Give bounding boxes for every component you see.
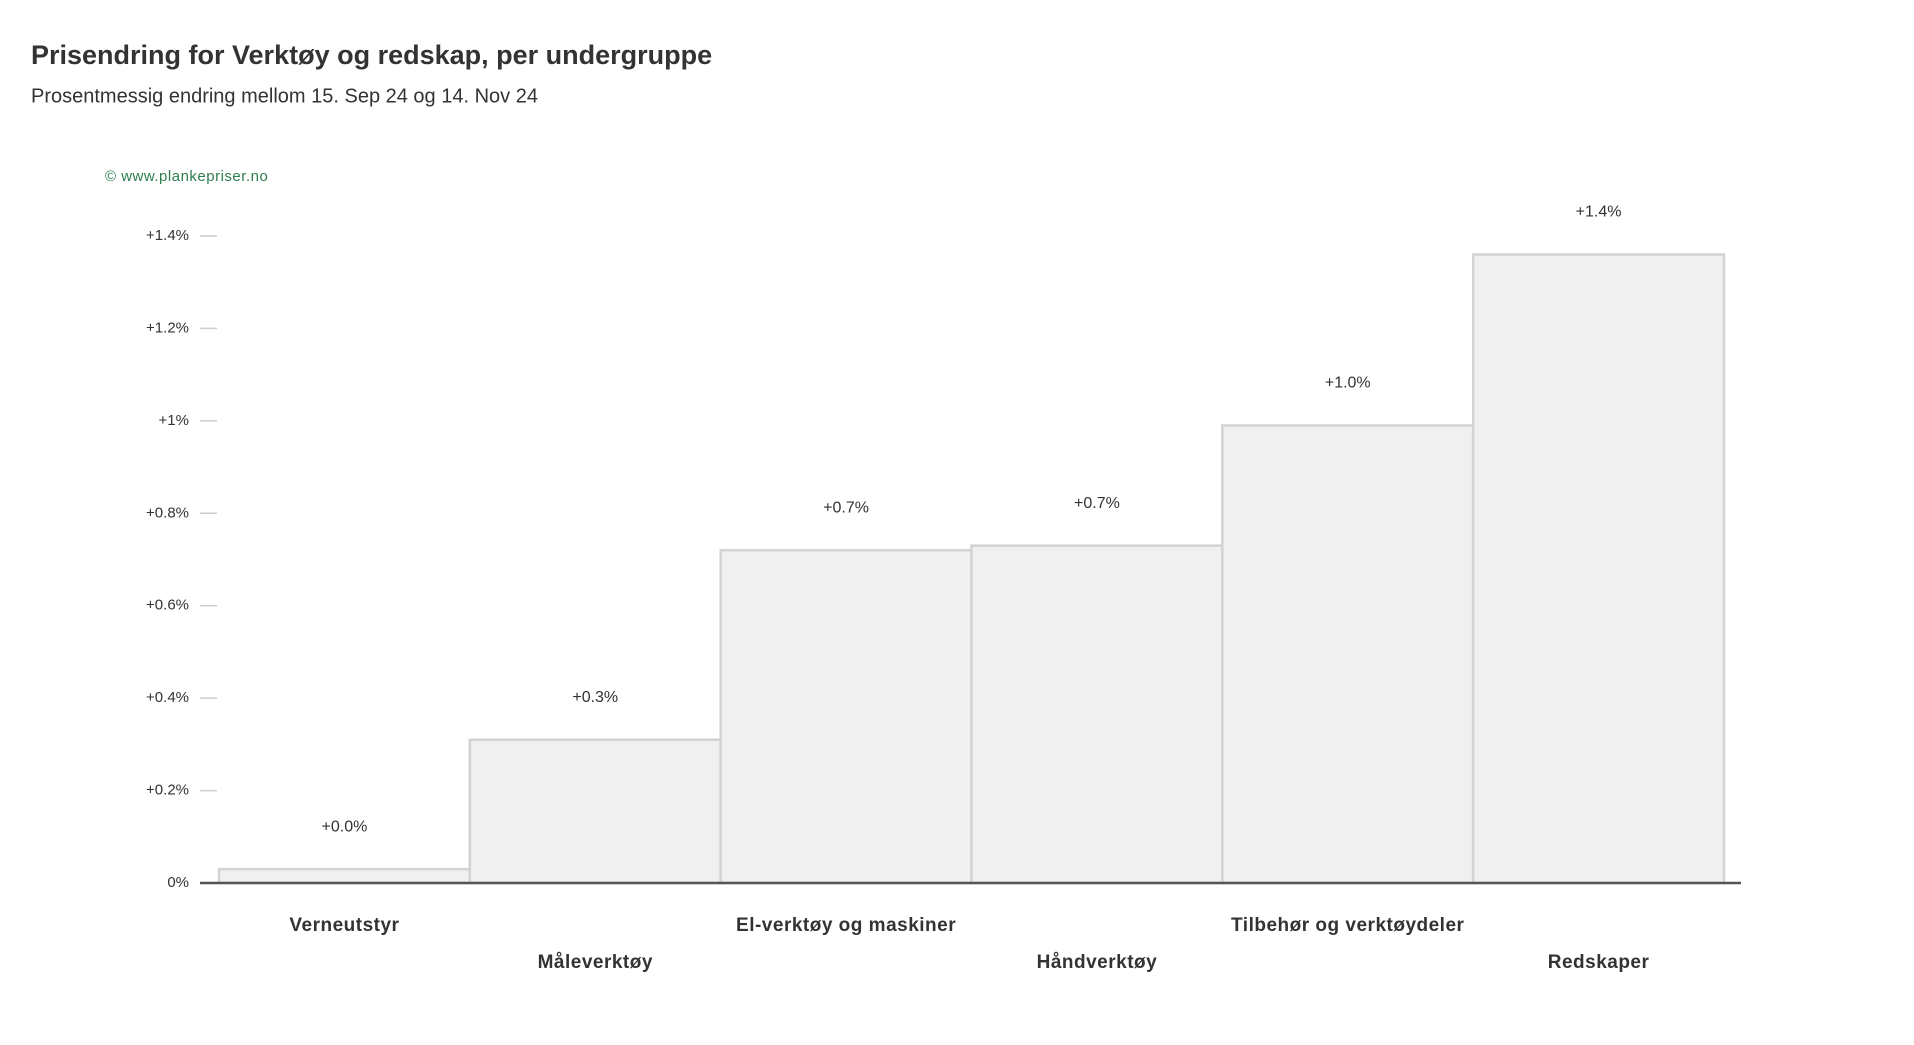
y-tick-label: +0.6% (146, 597, 189, 614)
value-label: +0.0% (322, 818, 368, 835)
bar (468, 738, 722, 885)
value-label: +0.7% (823, 499, 869, 516)
x-tick-label: Håndverktøy (1037, 952, 1158, 973)
x-tick-label: Redskaper (1548, 952, 1650, 973)
bar (1221, 424, 1475, 885)
y-tick-label: +0.4% (146, 689, 189, 706)
value-label: +1.0% (1325, 375, 1371, 392)
x-tick-label: Tilbehør og verktøydeler (1231, 915, 1464, 936)
value-label: +0.7% (1074, 495, 1120, 512)
chart-subtitle: Prosentmessig endring mellom 15. Sep 24 … (31, 85, 538, 107)
bar (970, 544, 1224, 885)
bar (217, 867, 472, 885)
value-label: +0.3% (572, 689, 618, 706)
x-tick-label: Måleverktøy (538, 952, 653, 973)
y-tick-label: +1% (159, 412, 189, 429)
value-label: +1.4% (1576, 204, 1622, 221)
bar (1471, 253, 1726, 885)
watermark: © www.plankepriser.no (105, 168, 268, 185)
y-tick-label: +1.2% (146, 319, 189, 336)
y-tick-label: 0% (167, 874, 189, 891)
chart-title: Prisendring for Verktøy og redskap, per … (31, 40, 712, 70)
y-tick-label: +0.2% (146, 782, 189, 799)
x-tick-label: El-verktøy og maskiner (736, 915, 956, 936)
bar (719, 549, 973, 885)
y-tick-label: +1.4% (146, 227, 189, 244)
x-tick-label: Verneutstyr (289, 915, 399, 936)
y-tick-label: +0.8% (146, 504, 189, 521)
